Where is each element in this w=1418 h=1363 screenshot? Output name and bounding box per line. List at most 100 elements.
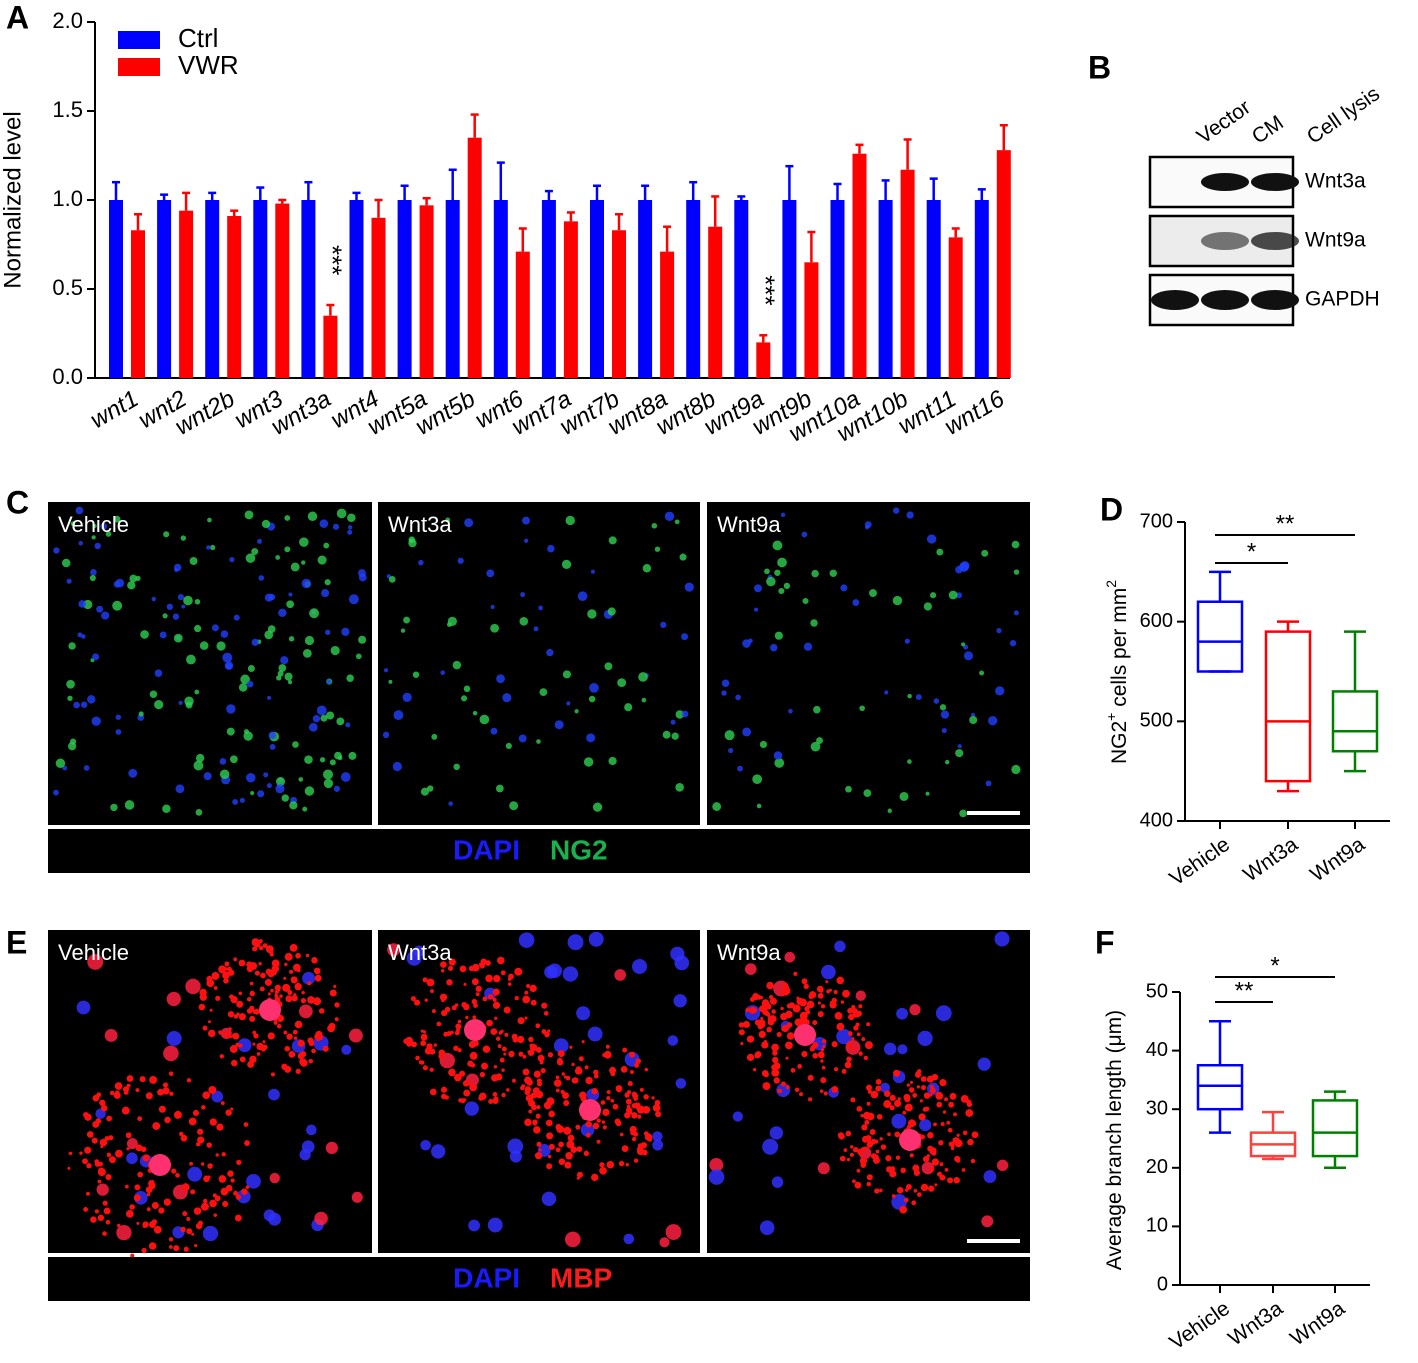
membrane bbox=[794, 1087, 800, 1093]
membrane bbox=[864, 1041, 873, 1050]
cell bbox=[257, 538, 263, 544]
legend-label: VWR bbox=[178, 50, 239, 80]
membrane bbox=[137, 1171, 144, 1178]
membrane bbox=[521, 1084, 526, 1089]
membrane bbox=[206, 1142, 212, 1148]
membrane bbox=[136, 1221, 140, 1225]
membrane bbox=[530, 1092, 536, 1099]
membrane bbox=[810, 1044, 816, 1051]
membrane bbox=[581, 1040, 585, 1044]
cell bbox=[418, 559, 424, 566]
bar bbox=[227, 216, 242, 378]
membrane bbox=[782, 982, 789, 989]
cell bbox=[341, 1044, 352, 1055]
membrane bbox=[181, 1183, 190, 1192]
cell bbox=[821, 964, 836, 980]
membrane bbox=[643, 1131, 649, 1137]
error-bar bbox=[112, 180, 120, 200]
cell bbox=[178, 700, 183, 706]
membrane bbox=[318, 1035, 324, 1041]
cell bbox=[302, 648, 312, 658]
cell bbox=[211, 1090, 224, 1103]
condition-label: Wnt3a bbox=[388, 512, 452, 537]
membrane bbox=[145, 1092, 153, 1100]
membrane bbox=[817, 1011, 824, 1018]
membrane bbox=[539, 1060, 544, 1065]
membrane bbox=[807, 1074, 814, 1081]
cell bbox=[904, 638, 910, 644]
cell bbox=[778, 587, 785, 595]
membrane bbox=[223, 1032, 228, 1036]
membrane bbox=[504, 1032, 509, 1037]
membrane bbox=[471, 998, 478, 1005]
membrane bbox=[129, 1204, 135, 1210]
membrane bbox=[533, 1070, 541, 1078]
membrane bbox=[126, 1083, 131, 1088]
error-bar bbox=[929, 177, 938, 200]
error-bar bbox=[615, 212, 623, 231]
cell bbox=[347, 529, 353, 535]
membrane bbox=[638, 1145, 643, 1151]
cell bbox=[923, 602, 932, 611]
membrane bbox=[265, 968, 272, 975]
membrane bbox=[558, 1126, 565, 1133]
membrane bbox=[411, 1041, 417, 1048]
membrane bbox=[121, 1106, 130, 1115]
error-bar bbox=[663, 225, 672, 252]
membrane bbox=[780, 990, 785, 995]
membrane bbox=[961, 1168, 966, 1172]
cell bbox=[246, 773, 256, 783]
bar bbox=[397, 200, 412, 378]
membrane bbox=[794, 1018, 803, 1027]
membrane bbox=[229, 994, 234, 1000]
membrane bbox=[844, 1061, 852, 1069]
membrane bbox=[865, 1084, 873, 1091]
cell bbox=[961, 642, 966, 647]
membrane bbox=[629, 1070, 634, 1075]
membrane bbox=[947, 1127, 953, 1133]
y-tick-label: 1.5 bbox=[52, 97, 83, 122]
membrane bbox=[216, 1123, 224, 1131]
cell bbox=[659, 1237, 670, 1248]
membrane bbox=[202, 1091, 211, 1100]
cell bbox=[959, 809, 967, 818]
membrane bbox=[215, 1153, 219, 1157]
membrane bbox=[115, 1149, 123, 1158]
membrane bbox=[334, 1002, 340, 1008]
cell bbox=[681, 710, 689, 718]
membrane bbox=[256, 1052, 261, 1056]
cell bbox=[321, 589, 330, 598]
error-bar bbox=[855, 143, 864, 154]
membrane bbox=[446, 979, 453, 986]
membrane bbox=[472, 963, 480, 972]
membrane bbox=[867, 1089, 872, 1094]
membrane bbox=[283, 976, 287, 980]
error-bar bbox=[518, 227, 527, 252]
cell bbox=[936, 548, 944, 556]
membrane bbox=[869, 1128, 876, 1135]
membrane bbox=[546, 1163, 553, 1170]
membrane bbox=[238, 991, 243, 996]
membrane bbox=[766, 1026, 772, 1033]
bar bbox=[926, 200, 941, 378]
membrane bbox=[631, 1112, 638, 1119]
cell bbox=[290, 562, 300, 572]
cell bbox=[463, 685, 471, 693]
cell bbox=[166, 603, 173, 610]
cell bbox=[520, 592, 526, 598]
cell bbox=[869, 589, 877, 597]
cell bbox=[289, 801, 298, 810]
membrane bbox=[405, 1036, 414, 1045]
membrane bbox=[254, 970, 260, 976]
cell bbox=[387, 943, 401, 957]
cell bbox=[447, 616, 457, 626]
cell bbox=[590, 569, 595, 574]
cell bbox=[925, 791, 930, 796]
membrane bbox=[164, 1116, 171, 1124]
membrane bbox=[859, 1157, 868, 1165]
cell bbox=[247, 664, 255, 673]
membrane bbox=[606, 1090, 611, 1095]
membrane bbox=[926, 1154, 930, 1158]
cell bbox=[53, 547, 60, 554]
cell bbox=[759, 740, 768, 749]
